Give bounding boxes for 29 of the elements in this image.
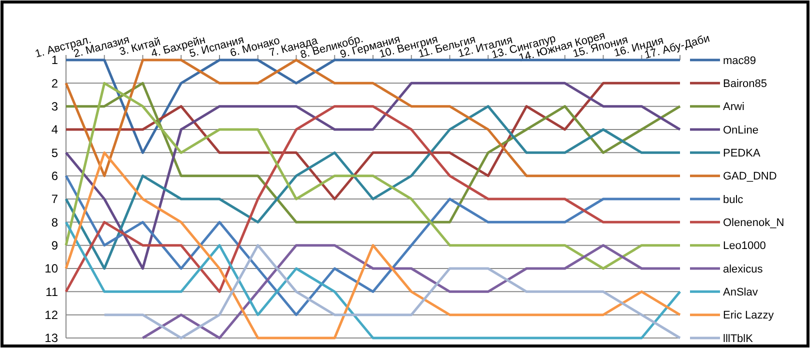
- legend-label: OnLine: [723, 124, 758, 136]
- legend-label: Leo1000: [723, 240, 766, 252]
- legend-label: AnSlav: [723, 286, 758, 299]
- y-tick-label: 9: [51, 238, 58, 253]
- y-tick-label: 13: [44, 331, 58, 346]
- y-tick-label: 1: [51, 53, 58, 68]
- line-series: [64, 82, 682, 224]
- y-tick-label: 12: [44, 308, 58, 322]
- legend-label: Eric Lazzy: [723, 310, 774, 322]
- y-tick-label: 4: [51, 122, 58, 137]
- legend-label: Arwi: [723, 101, 744, 114]
- legend-label: lllTblK: [723, 332, 754, 345]
- legend-label: Olenenok_N: [723, 217, 784, 230]
- legend-label: alexicus: [723, 263, 764, 276]
- line-series: [64, 174, 682, 316]
- y-tick-label: 5: [51, 146, 58, 160]
- y-tick-label: 6: [51, 169, 58, 184]
- legend-label: PEDKA: [723, 148, 761, 160]
- y-tick-label: 11: [46, 284, 58, 299]
- y-tick-label: 3: [51, 100, 58, 114]
- y-tick-label: 8: [51, 215, 58, 230]
- y-tick-label: 2: [51, 76, 58, 90]
- legend-label: mac89: [723, 54, 756, 67]
- y-tick-label: 10: [44, 262, 58, 276]
- legend-label: Bairon85: [723, 78, 768, 90]
- y-tick-label: 7: [51, 192, 58, 206]
- legend-label: GAD_DND: [723, 170, 777, 183]
- line-series: [64, 82, 682, 200]
- legend-label: bulc: [723, 194, 744, 206]
